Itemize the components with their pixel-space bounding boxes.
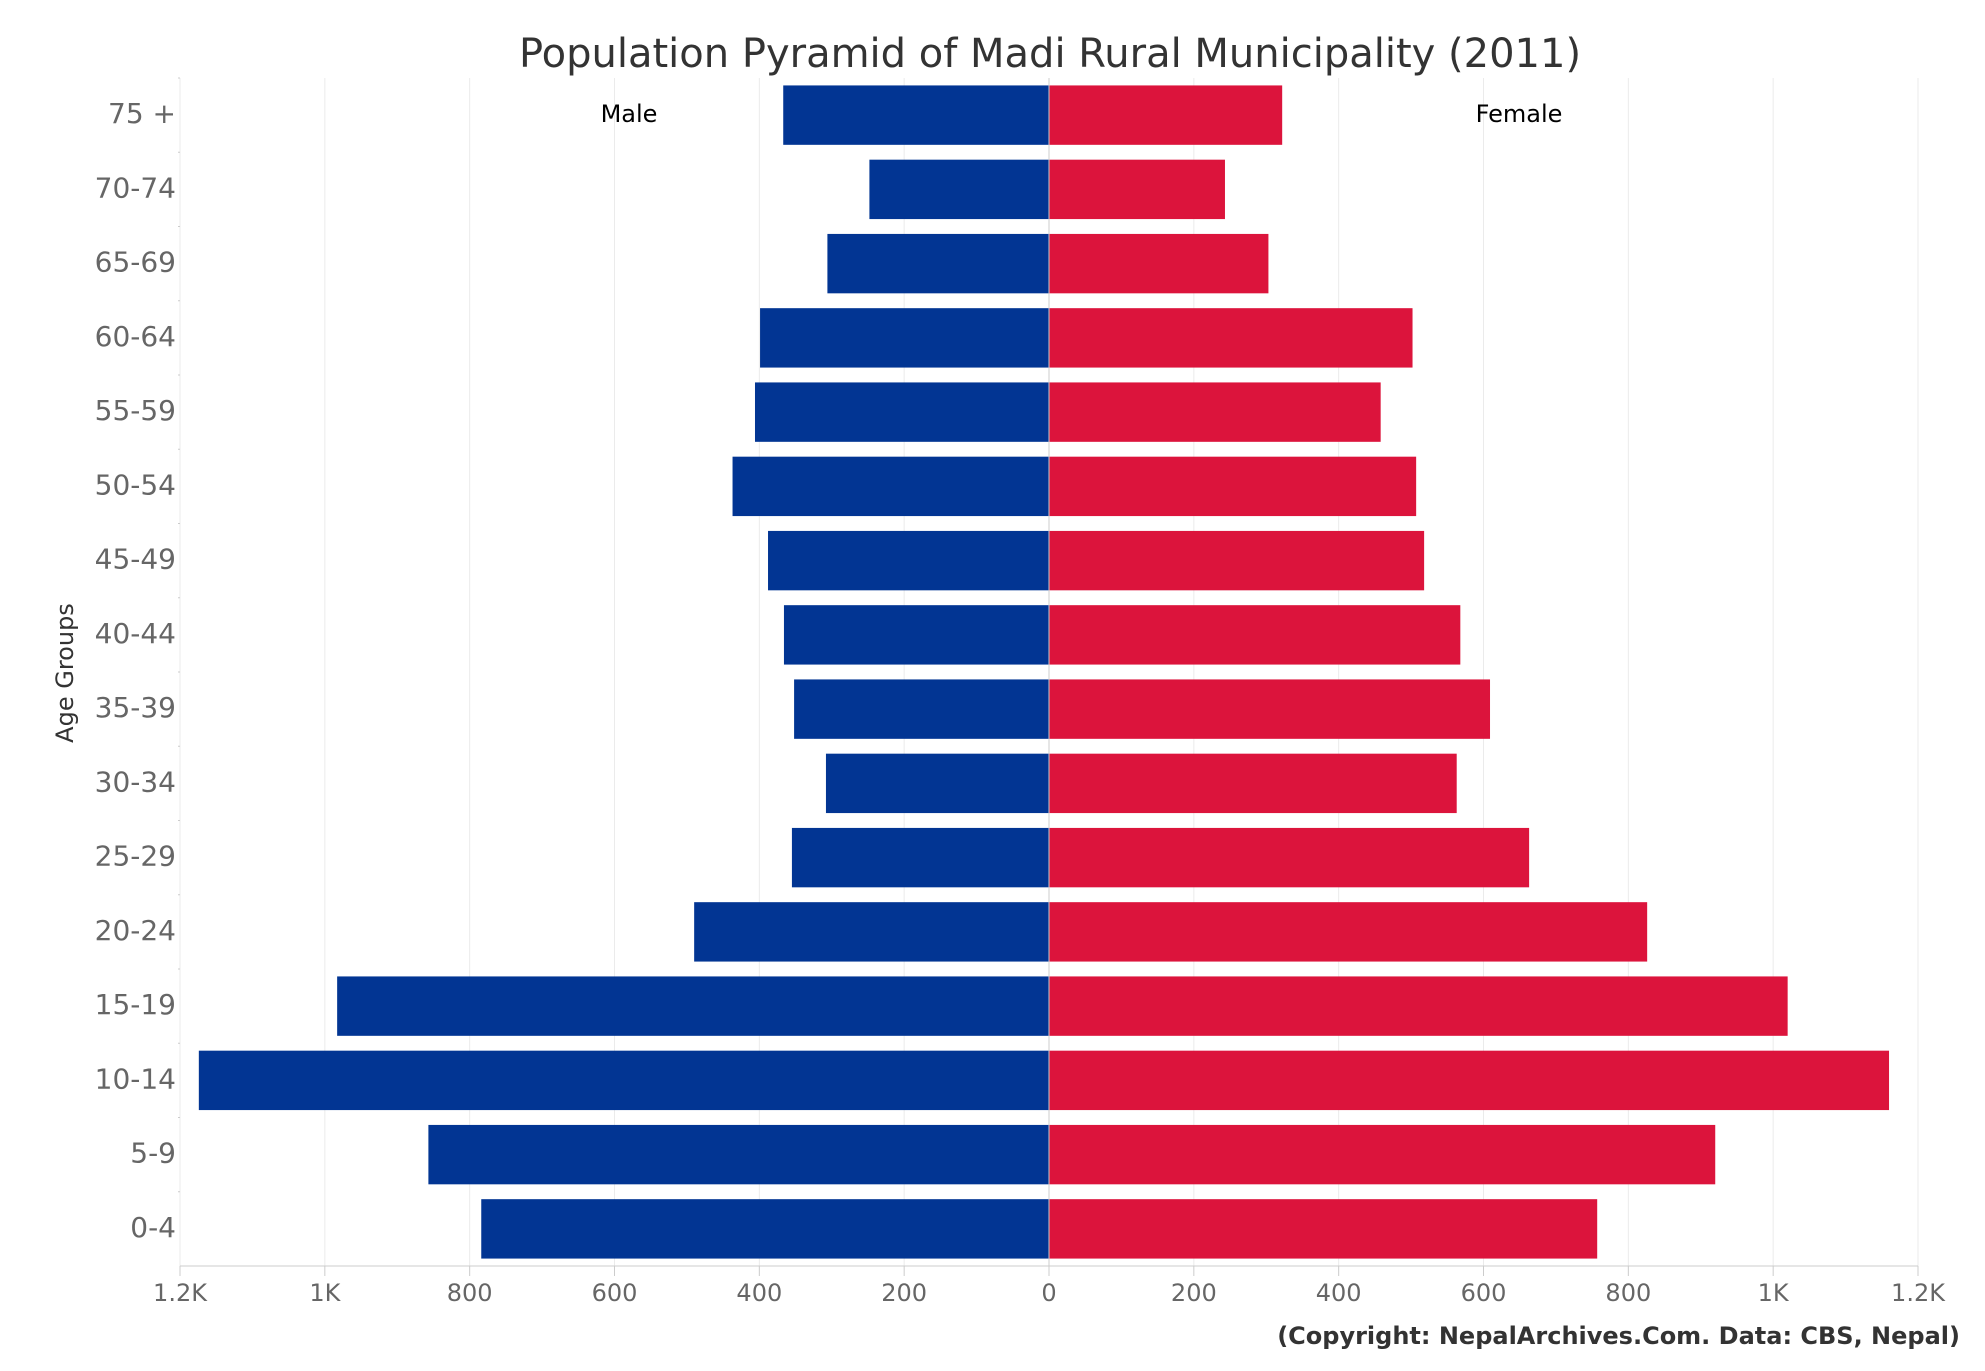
y-tick-label: 30-34 xyxy=(95,765,176,798)
bar xyxy=(1049,679,1491,739)
bar xyxy=(1049,159,1225,220)
bar xyxy=(1049,902,1648,962)
bar xyxy=(783,605,1049,665)
bar xyxy=(337,976,1049,1036)
x-tick-label: 1K xyxy=(1758,1279,1790,1307)
y-tick-label: 0-4 xyxy=(130,1211,176,1244)
bar xyxy=(869,159,1049,220)
bar xyxy=(1049,85,1283,145)
y-tick-label: 10-14 xyxy=(95,1062,176,1095)
y-tick-label: 70-74 xyxy=(95,171,176,204)
bar xyxy=(1049,530,1425,591)
x-tick-label: 0 xyxy=(1041,1279,1056,1307)
bar xyxy=(1049,1050,1890,1111)
bar xyxy=(1049,382,1381,442)
bar xyxy=(827,233,1049,294)
series-label: Female xyxy=(1476,100,1563,128)
bar xyxy=(1049,1199,1598,1259)
y-tick-label: 60-64 xyxy=(95,320,176,353)
series-label: Male xyxy=(601,100,658,128)
y-tick-label: 65-69 xyxy=(95,246,176,279)
bar xyxy=(732,456,1049,517)
y-tick-label: 75 + xyxy=(108,97,176,130)
x-tick-label: 400 xyxy=(1316,1279,1362,1307)
y-axis-title: Age Groups xyxy=(51,603,79,743)
bar xyxy=(1049,753,1457,814)
y-tick-label: 40-44 xyxy=(95,617,176,650)
chart-title: Population Pyramid of Madi Rural Municip… xyxy=(519,31,1581,77)
y-tick-label: 35-39 xyxy=(95,691,176,724)
x-tick-label: 600 xyxy=(592,1279,638,1307)
y-tick-label: 50-54 xyxy=(95,468,176,501)
y-tick-label: 15-19 xyxy=(95,988,176,1021)
x-tick-label: 200 xyxy=(881,1279,927,1307)
y-tick-label: 55-59 xyxy=(95,394,176,427)
x-tick-label: 1.2K xyxy=(1891,1279,1946,1307)
bar xyxy=(1049,605,1461,665)
y-tick-label: 20-24 xyxy=(95,914,176,947)
y-tick-label: 45-49 xyxy=(95,543,176,576)
y-tick-label: 25-29 xyxy=(95,840,176,873)
x-tick-label: 800 xyxy=(1605,1279,1651,1307)
y-tick-label: 5-9 xyxy=(130,1137,176,1170)
bar xyxy=(1049,308,1413,368)
x-tick-label: 400 xyxy=(736,1279,782,1307)
bar xyxy=(198,1050,1049,1111)
bar xyxy=(428,1124,1049,1185)
x-tick-label: 1K xyxy=(309,1279,341,1307)
bar xyxy=(754,382,1049,442)
bar xyxy=(481,1199,1050,1259)
bar xyxy=(1049,1124,1716,1185)
bar xyxy=(1049,456,1417,517)
x-tick-label: 1.2K xyxy=(153,1279,208,1307)
bar xyxy=(1049,976,1788,1036)
bar xyxy=(694,902,1049,962)
bar xyxy=(783,85,1049,145)
bar xyxy=(760,308,1049,368)
bar xyxy=(794,679,1049,739)
bar xyxy=(768,530,1049,591)
bar xyxy=(1049,233,1269,294)
credit: (Copyright: NepalArchives.Com. Data: CBS… xyxy=(1277,1322,1960,1350)
x-tick-label: 800 xyxy=(447,1279,493,1307)
bar xyxy=(825,753,1049,814)
x-tick-label: 600 xyxy=(1461,1279,1507,1307)
x-tick-label: 200 xyxy=(1171,1279,1217,1307)
bar xyxy=(791,827,1049,888)
bar xyxy=(1049,827,1530,888)
